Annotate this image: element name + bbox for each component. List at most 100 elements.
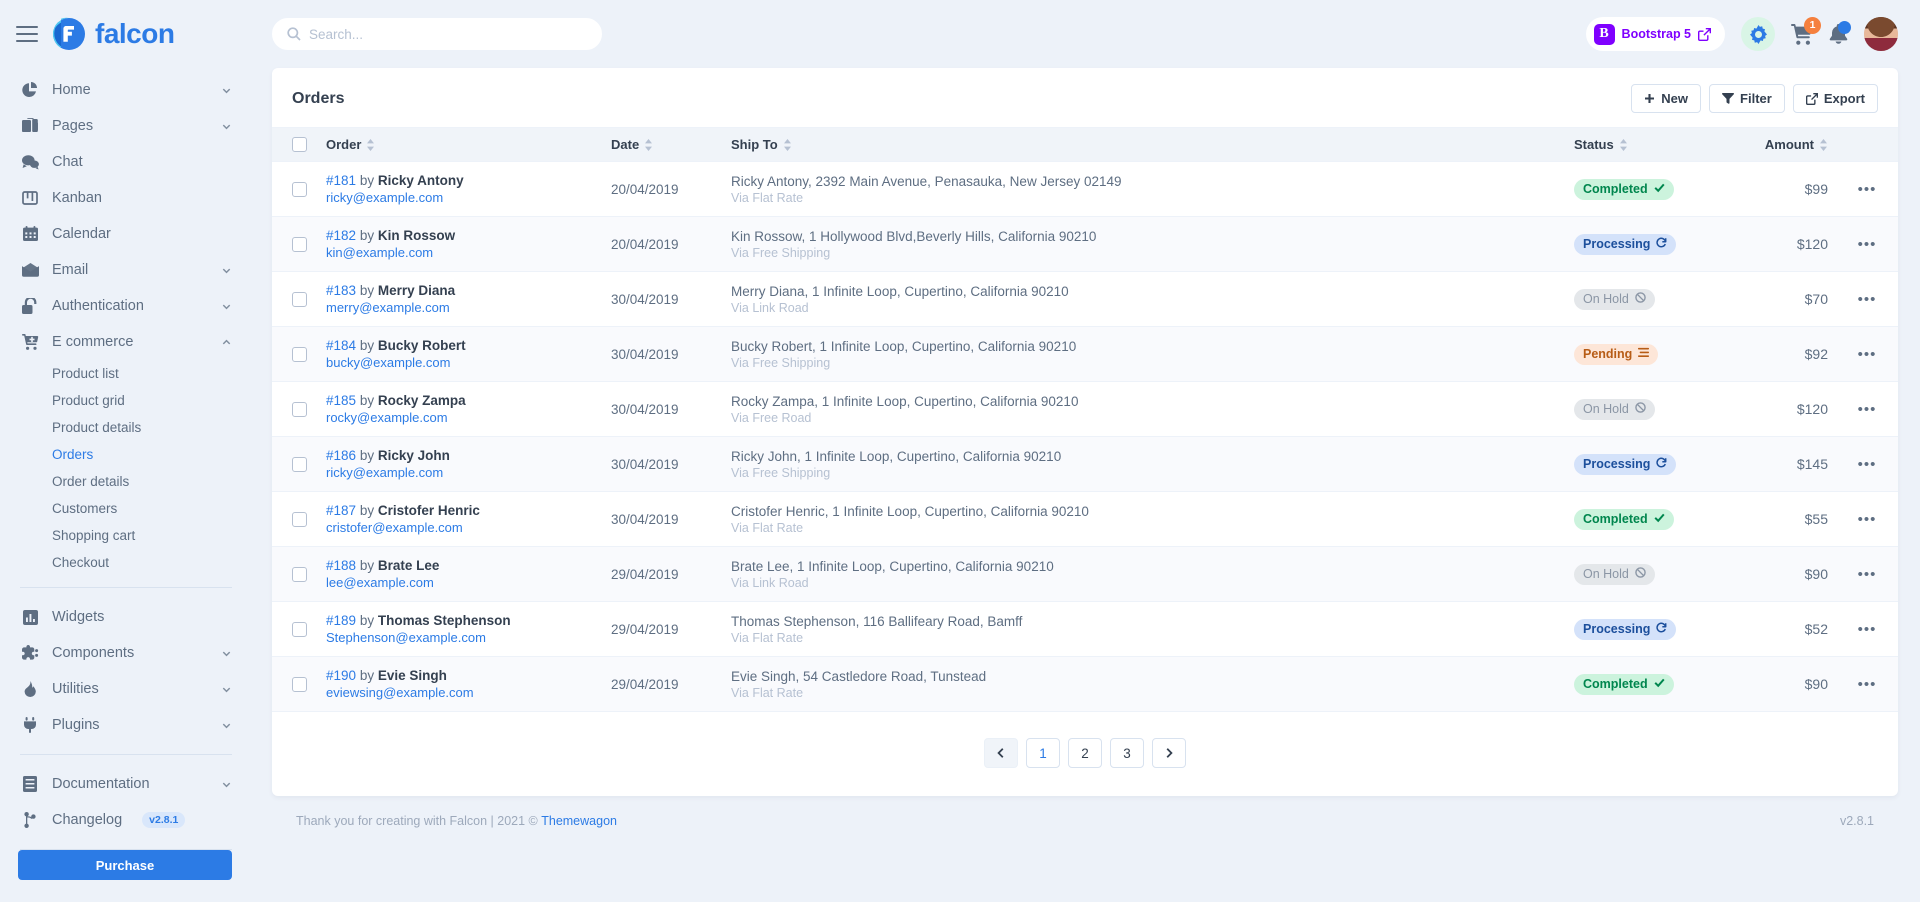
sidebar-subitem-product-list[interactable]: Product list — [52, 366, 119, 381]
order-customer-email[interactable]: bucky@example.com — [326, 355, 451, 370]
order-by-text: by — [359, 448, 375, 463]
sidebar-item-utilities[interactable]: Utilities — [0, 671, 250, 707]
ellipsis-icon[interactable]: ••• — [1857, 455, 1877, 473]
table-row[interactable]: #181 by Ricky Antony ricky@example.com 20/… — [272, 162, 1898, 217]
kanban-board-icon — [20, 188, 40, 208]
ellipsis-icon[interactable]: ••• — [1857, 180, 1877, 198]
order-customer-email[interactable]: merry@example.com — [326, 300, 450, 315]
order-id[interactable]: #190 — [326, 668, 357, 683]
sidebar-subitem-shopping-cart[interactable]: Shopping cart — [52, 528, 136, 543]
order-id[interactable]: #181 — [326, 173, 357, 188]
row-checkbox[interactable] — [292, 566, 307, 582]
order-id[interactable]: #185 — [326, 393, 357, 408]
order-cell: #185 by Rocky Zampa rocky@example.com — [318, 382, 603, 437]
row-checkbox[interactable] — [292, 401, 307, 417]
sidebar-item-plugins[interactable]: Plugins — [0, 707, 250, 743]
search-input[interactable] — [309, 26, 587, 42]
sidebar-subitem-product-grid[interactable]: Product grid — [52, 393, 125, 408]
table-row[interactable]: #186 by Ricky John ricky@example.com 30/04… — [272, 436, 1898, 492]
order-customer-email[interactable]: kin@example.com — [326, 245, 434, 260]
pagination-next-button[interactable] — [1152, 738, 1186, 768]
order-id[interactable]: #182 — [326, 228, 357, 243]
settings-button[interactable] — [1741, 17, 1775, 51]
sidebar-item-authentication[interactable]: Authentication — [0, 288, 250, 324]
purchase-button[interactable]: Purchase — [18, 850, 232, 880]
order-customer-email[interactable]: eviewsing@example.com — [326, 685, 474, 700]
notifications-button[interactable] — [1829, 21, 1851, 44]
sidebar-item-pages[interactable]: Pages — [0, 108, 250, 144]
cart-button[interactable]: 1 — [1791, 16, 1821, 45]
sidebar-item-documentation[interactable]: Documentation — [0, 766, 250, 802]
pagination-page-3[interactable]: 3 — [1110, 738, 1144, 768]
order-id[interactable]: #188 — [326, 558, 357, 573]
select-all-checkbox[interactable] — [292, 137, 307, 152]
sidebar-subitem-orders[interactable]: Orders — [52, 447, 94, 462]
sidebar-subitem-customers[interactable]: Customers — [52, 501, 118, 516]
order-customer-email[interactable]: cristofer@example.com — [326, 520, 463, 535]
search-box[interactable] — [272, 18, 602, 50]
row-checkbox[interactable] — [292, 676, 307, 692]
row-checkbox[interactable] — [292, 181, 307, 197]
ellipsis-icon[interactable]: ••• — [1857, 510, 1877, 528]
table-row[interactable]: #183 by Merry Diana merry@example.com 30/0… — [272, 272, 1898, 327]
order-customer-email[interactable]: ricky@example.com — [326, 190, 444, 205]
row-checkbox[interactable] — [292, 621, 307, 637]
row-checkbox[interactable] — [292, 236, 307, 252]
row-checkbox[interactable] — [292, 291, 307, 307]
hamburger-menu-icon[interactable] — [16, 26, 38, 42]
ellipsis-icon[interactable]: ••• — [1857, 345, 1877, 363]
filter-button[interactable]: Filter — [1709, 84, 1785, 113]
table-row[interactable]: #184 by Bucky Robert bucky@example.com 30/… — [272, 326, 1898, 382]
order-id[interactable]: #189 — [326, 613, 357, 628]
order-id[interactable]: #183 — [326, 283, 357, 298]
ellipsis-icon[interactable]: ••• — [1857, 675, 1877, 693]
order-customer-email[interactable]: rocky@example.com — [326, 410, 448, 425]
table-row[interactable]: #190 by Evie Singh eviewsing@example.com 2… — [272, 656, 1898, 712]
order-id[interactable]: #186 — [326, 448, 357, 463]
order-id[interactable]: #187 — [326, 503, 357, 518]
sidebar-item-home[interactable]: Home — [0, 72, 250, 108]
sidebar-subitem-product-details[interactable]: Product details — [52, 420, 142, 435]
sidebar-item-widgets[interactable]: Widgets — [0, 599, 250, 635]
header-amount[interactable]: Amount — [1716, 127, 1836, 162]
order-customer-email[interactable]: Stephenson@example.com — [326, 630, 486, 645]
table-row[interactable]: #187 by Cristofer Henric cristofer@exampl… — [272, 492, 1898, 547]
pagination-page-2[interactable]: 2 — [1068, 738, 1102, 768]
new-button[interactable]: New — [1631, 84, 1702, 113]
sidebar-item-ecommerce[interactable]: E commerce — [0, 324, 250, 360]
sidebar-subitem-checkout[interactable]: Checkout — [52, 555, 110, 570]
table-row[interactable]: #185 by Rocky Zampa rocky@example.com 30/0… — [272, 382, 1898, 437]
brand-logo-link[interactable]: falcon — [52, 17, 175, 51]
pagination-prev-button[interactable] — [984, 738, 1018, 768]
header-ship-to[interactable]: Ship To — [723, 127, 1566, 162]
sidebar-item-changelog[interactable]: Changelog v2.8.1 — [0, 802, 250, 838]
header-order[interactable]: Order — [318, 127, 603, 162]
avatar[interactable] — [1864, 17, 1898, 51]
ellipsis-icon[interactable]: ••• — [1857, 620, 1877, 638]
row-checkbox[interactable] — [292, 456, 307, 472]
table-row[interactable]: #182 by Kin Rossow kin@example.com 20/04/2… — [272, 216, 1898, 272]
pagination-page-1[interactable]: 1 — [1026, 738, 1060, 768]
sidebar-item-chat[interactable]: Chat — [0, 144, 250, 180]
order-customer-email[interactable]: lee@example.com — [326, 575, 434, 590]
sidebar-item-email[interactable]: Email — [0, 252, 250, 288]
ellipsis-icon[interactable]: ••• — [1857, 290, 1877, 308]
table-row[interactable]: #189 by Thomas Stephenson Stephenson@exam… — [272, 602, 1898, 657]
ellipsis-icon[interactable]: ••• — [1857, 565, 1877, 583]
bootstrap-version-chip[interactable]: B Bootstrap 5 — [1585, 17, 1725, 51]
sidebar-subitem-order-details[interactable]: Order details — [52, 474, 130, 489]
sidebar-item-components[interactable]: Components — [0, 635, 250, 671]
order-id[interactable]: #184 — [326, 338, 357, 353]
order-customer-email[interactable]: ricky@example.com — [326, 465, 444, 480]
sidebar-item-calendar[interactable]: Calendar — [0, 216, 250, 252]
header-date[interactable]: Date — [603, 127, 723, 162]
row-checkbox[interactable] — [292, 346, 307, 362]
header-status[interactable]: Status — [1566, 127, 1716, 162]
row-checkbox[interactable] — [292, 511, 307, 527]
sidebar-item-kanban[interactable]: Kanban — [0, 180, 250, 216]
ellipsis-icon[interactable]: ••• — [1857, 400, 1877, 418]
table-row[interactable]: #188 by Brate Lee lee@example.com 29/04/20… — [272, 546, 1898, 602]
export-button[interactable]: Export — [1792, 84, 1878, 113]
footer-link-themewagon[interactable]: Themewagon — [541, 814, 617, 828]
ellipsis-icon[interactable]: ••• — [1857, 235, 1877, 253]
